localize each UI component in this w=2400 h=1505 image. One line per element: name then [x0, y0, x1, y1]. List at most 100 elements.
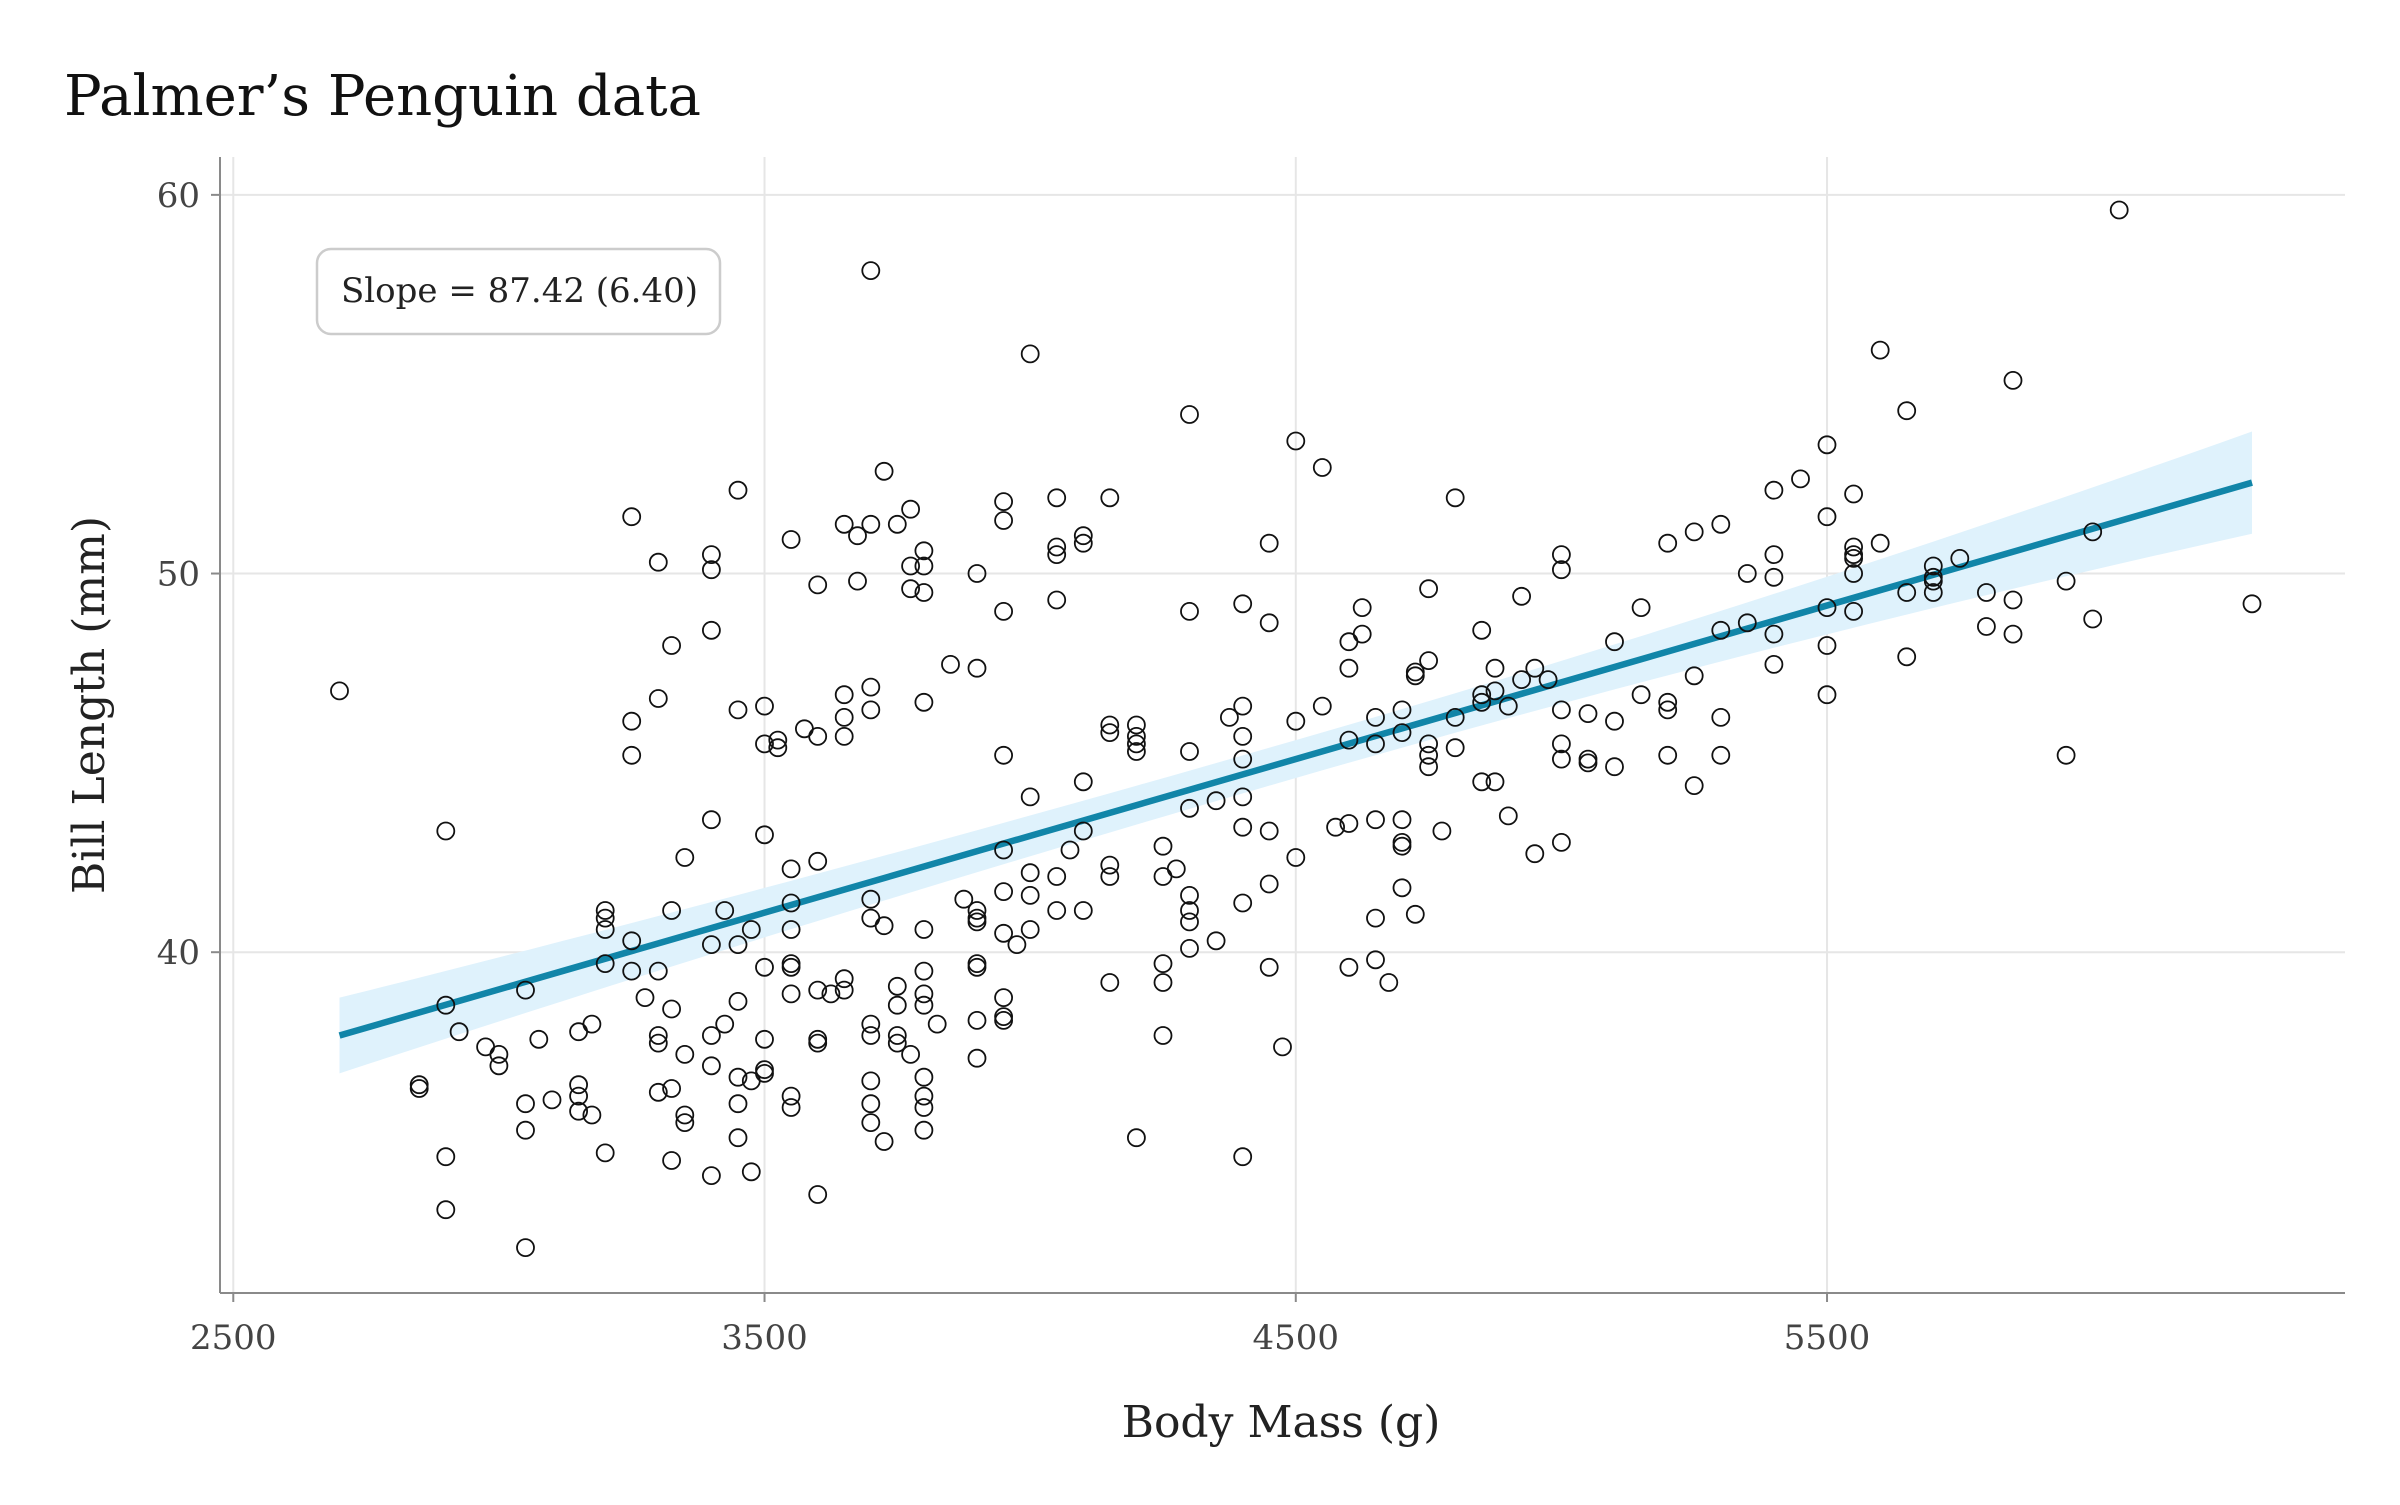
data-point	[728, 480, 748, 500]
data-point	[967, 901, 987, 920]
data-point	[1180, 405, 1199, 424]
data-point	[1366, 908, 1385, 928]
data-point	[821, 984, 841, 1004]
x-tick-label: 3500	[721, 1318, 808, 1358]
data-point	[728, 1094, 748, 1114]
data-point	[582, 1014, 602, 1034]
data-point	[994, 882, 1013, 901]
data-point	[914, 920, 934, 939]
data-point	[1259, 874, 1279, 894]
data-point	[808, 727, 828, 746]
data-point	[648, 1082, 668, 1102]
data-point	[1817, 636, 1837, 655]
data-point	[1525, 844, 1545, 864]
data-point	[1233, 1147, 1253, 1167]
data-point	[914, 1120, 934, 1140]
data-point	[1326, 817, 1345, 837]
data-point	[1233, 749, 1253, 769]
data-point	[1737, 613, 1757, 633]
data-point	[808, 575, 828, 595]
data-point	[901, 499, 920, 519]
data-point	[994, 602, 1013, 621]
x-tick-label: 2500	[190, 1318, 277, 1358]
data-point	[409, 1075, 429, 1095]
data-point	[1259, 533, 1279, 553]
data-point	[861, 677, 881, 697]
data-point	[436, 995, 456, 1015]
data-point	[1764, 655, 1784, 674]
data-point	[741, 1162, 761, 1182]
data-point	[887, 514, 907, 534]
data-point	[901, 1045, 920, 1064]
data-point	[808, 1185, 828, 1204]
y-axis-title: Bill Length (mm)	[64, 516, 115, 894]
data-point	[662, 999, 681, 1019]
data-point	[702, 935, 721, 954]
data-point	[1684, 776, 1704, 795]
data-point	[516, 980, 535, 1000]
x-tick-labels: 2500 3500 4500 5500	[190, 1318, 1870, 1358]
data-point	[1206, 791, 1226, 811]
data-point	[622, 507, 642, 527]
data-point	[715, 901, 735, 920]
data-point	[1047, 590, 1067, 610]
data-point	[768, 730, 788, 750]
data-point	[808, 1029, 828, 1049]
data-point	[662, 901, 681, 920]
data-point	[1870, 533, 1890, 553]
data-point	[1233, 893, 1253, 913]
data-point	[1020, 344, 1040, 364]
data-point	[542, 1090, 562, 1110]
data-point	[1073, 821, 1093, 841]
data-point	[1339, 658, 1359, 678]
data-point	[1366, 810, 1385, 830]
data-point	[1432, 821, 1452, 841]
data-point	[1392, 836, 1412, 856]
data-point	[436, 1200, 456, 1220]
data-point	[1073, 901, 1093, 920]
data-point	[1153, 867, 1173, 886]
data-point	[1605, 757, 1624, 777]
data-point	[449, 1022, 469, 1042]
data-point	[1339, 957, 1359, 977]
data-point	[728, 1067, 748, 1087]
data-point	[728, 1128, 748, 1148]
data-point	[1366, 950, 1385, 970]
data-point	[808, 851, 828, 871]
data-point	[1817, 435, 1837, 455]
data-point	[1578, 753, 1598, 773]
data-point	[1658, 745, 1678, 765]
data-point	[1392, 878, 1412, 898]
data-point	[1392, 700, 1412, 720]
data-point	[702, 1026, 721, 1045]
data-point	[914, 692, 934, 712]
data-point	[1844, 484, 1863, 504]
data-point	[781, 920, 801, 939]
data-point	[781, 859, 801, 879]
data-point	[781, 984, 801, 1004]
data-point	[1180, 886, 1199, 905]
data-point	[887, 995, 907, 1015]
data-point	[1060, 840, 1080, 860]
data-point	[967, 954, 987, 973]
data-point	[1233, 594, 1253, 614]
data-point	[1419, 734, 1438, 754]
data-point	[1419, 579, 1438, 599]
data-point	[755, 825, 774, 845]
data-point	[595, 920, 615, 939]
data-point	[648, 1026, 668, 1045]
data-point	[675, 848, 695, 867]
data-point	[1127, 734, 1146, 754]
data-point	[887, 1033, 907, 1053]
data-point	[1485, 772, 1505, 792]
data-point	[887, 1026, 907, 1045]
data-point	[1791, 469, 1810, 489]
data-point	[489, 1045, 509, 1064]
data-point	[1047, 901, 1067, 920]
data-point	[715, 1014, 735, 1034]
data-point	[941, 655, 960, 674]
data-point	[1259, 957, 1279, 977]
data-point	[1472, 620, 1492, 640]
data-point	[1711, 514, 1731, 534]
data-point	[1180, 602, 1199, 621]
